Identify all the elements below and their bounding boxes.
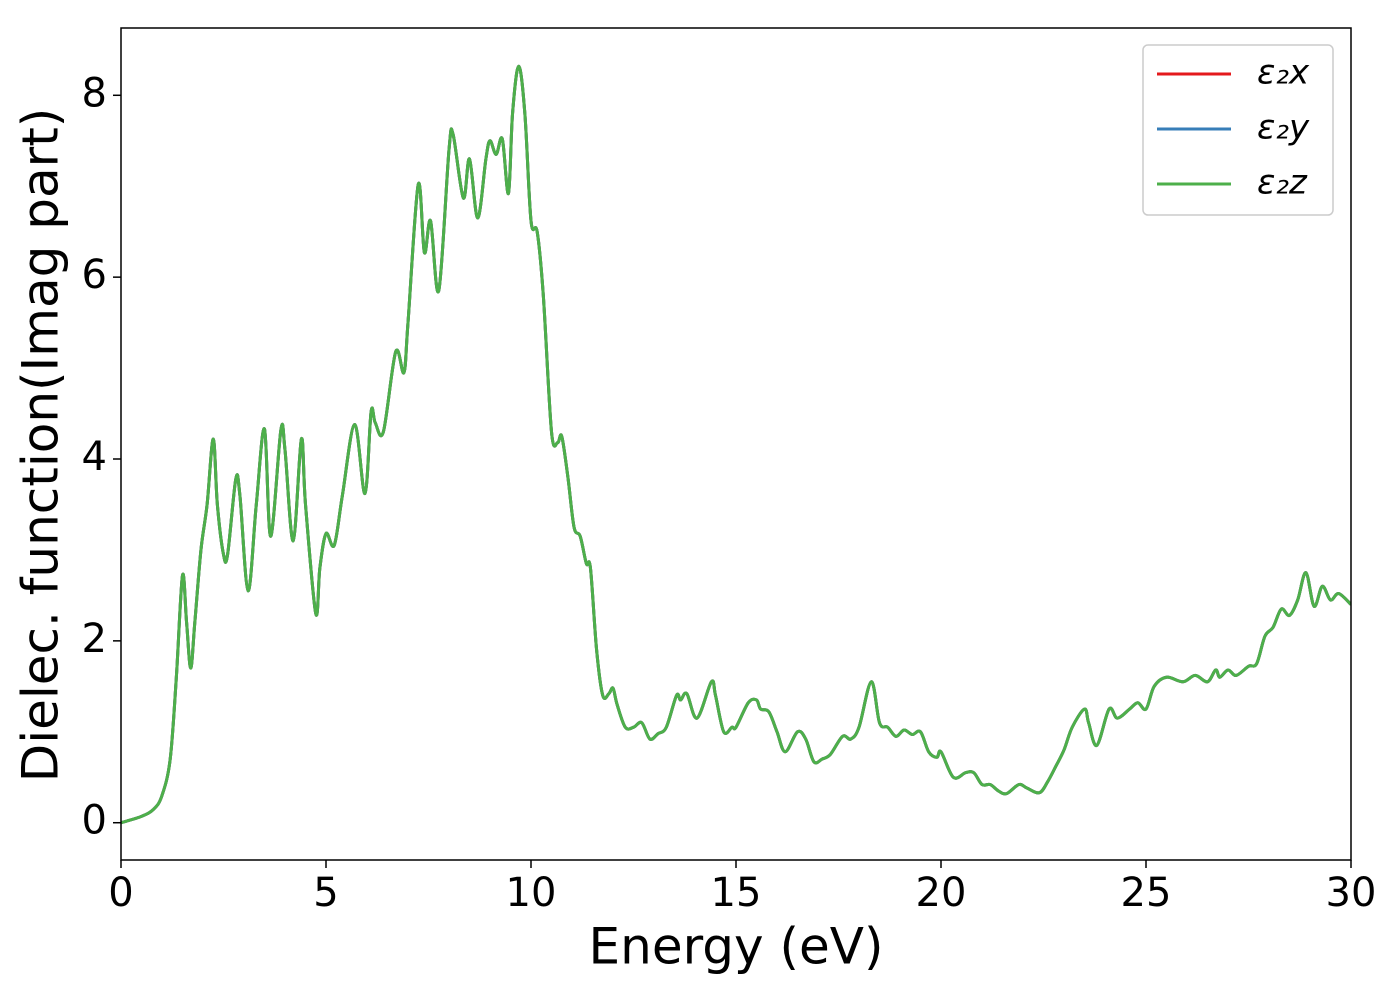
x-axis-label: Energy (eV) — [589, 918, 884, 976]
y-tick-label: 0 — [82, 798, 107, 844]
legend-label: ε₂x — [1257, 53, 1310, 93]
y-tick-label: 2 — [82, 616, 107, 662]
y-tick-label: 4 — [82, 434, 107, 480]
y-axis-label: Dielec. function(Imag part) — [12, 108, 70, 783]
x-tick-label: 15 — [711, 870, 762, 916]
plot-frame — [120, 27, 1352, 861]
data-line — [121, 64, 1351, 825]
x-tick-label: 10 — [506, 870, 557, 916]
x-tick-label: 30 — [1326, 870, 1377, 916]
legend-box — [1142, 44, 1334, 216]
legend-label: ε₂y — [1257, 108, 1310, 148]
y-tick-label: 6 — [82, 252, 107, 298]
x-tick-label: 5 — [313, 870, 338, 916]
x-tick-label: 0 — [108, 870, 133, 916]
x-tick-label: 25 — [1121, 870, 1172, 916]
y-tick-label: 8 — [82, 70, 107, 116]
legend-label: ε₂z — [1257, 163, 1308, 203]
x-tick-label: 20 — [916, 870, 967, 916]
